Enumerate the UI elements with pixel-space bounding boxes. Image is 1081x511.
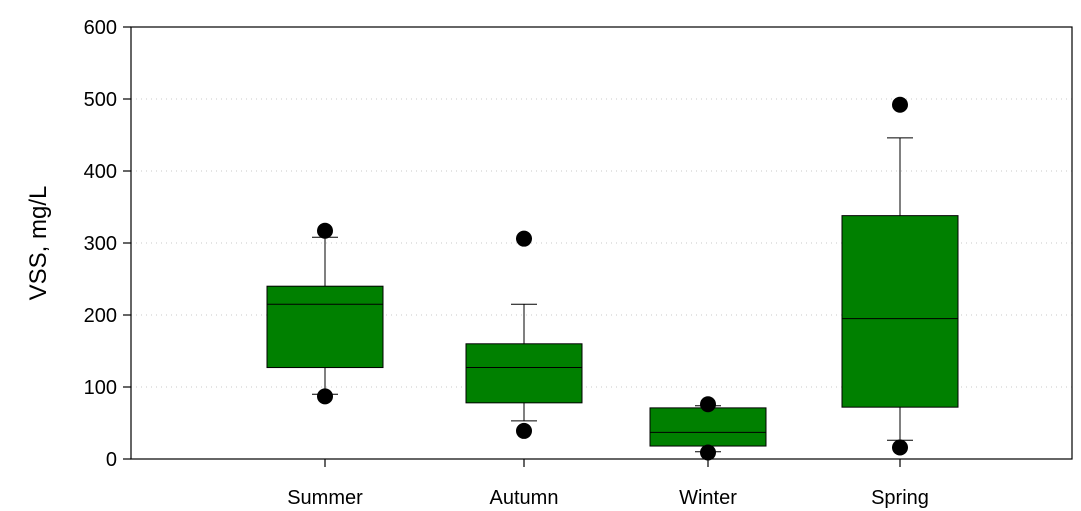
outlier-point <box>892 439 908 456</box>
x-tick-label: Winter <box>679 487 737 509</box>
outlier-point <box>516 422 532 439</box>
outlier-point <box>700 444 716 461</box>
box-spring <box>841 96 959 456</box>
y-tick-label: 300 <box>84 233 117 255</box>
box-winter <box>649 396 767 461</box>
y-tick-label: 400 <box>84 161 117 183</box>
y-tick-label: 600 <box>84 17 117 39</box>
outlier-point <box>516 230 532 247</box>
outlier-point <box>317 222 333 239</box>
x-tick-label: Autumn <box>490 487 559 509</box>
box-iqr <box>266 285 384 369</box>
y-tick-label: 500 <box>84 89 117 111</box>
box-autumn <box>465 230 583 439</box>
x-tick-label: Summer <box>287 487 363 509</box>
outlier-point <box>317 388 333 405</box>
grid-lines <box>131 98 1072 388</box>
axes: 0 100 200 300 400 500 600 Summer Autumn Winter Spr… <box>84 17 1073 509</box>
y-axis-title: VSS, mg/L <box>25 186 52 301</box>
box-plot-series <box>266 96 959 461</box>
y-tick-label: 0 <box>106 449 117 471</box>
box-iqr <box>465 343 583 404</box>
y-tick-label: 200 <box>84 305 117 327</box>
box-iqr <box>841 215 959 408</box>
box-summer <box>266 222 384 405</box>
box-iqr <box>649 407 767 447</box>
y-tick-label: 100 <box>84 377 117 399</box>
outlier-point <box>700 396 716 413</box>
outlier-point <box>892 96 908 113</box>
x-tick-label: Spring <box>871 487 929 509</box>
